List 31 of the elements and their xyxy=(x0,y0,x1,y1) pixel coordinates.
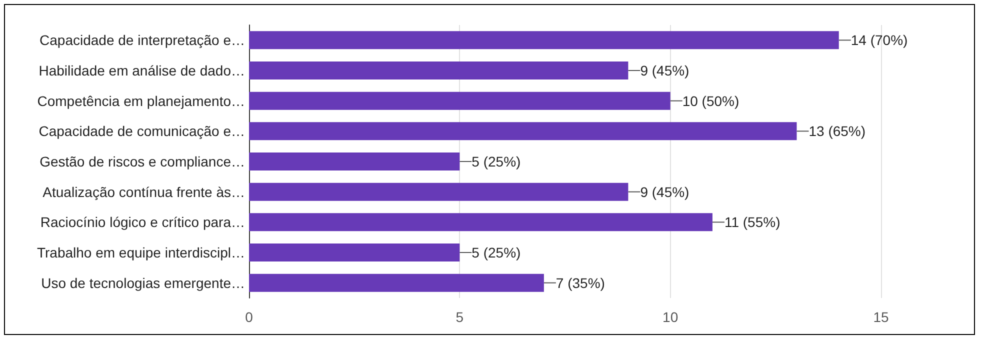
bar xyxy=(249,152,460,170)
y-tick-label: Capacidade de interpretação e… xyxy=(40,32,245,48)
bar xyxy=(249,274,544,292)
bar xyxy=(249,62,628,80)
y-tick-label: Trabalho em equipe interdiscipl… xyxy=(36,244,245,260)
bar xyxy=(249,244,460,262)
data-label: 13 (65%) xyxy=(808,123,866,140)
y-tick-label: Capacidade de comunicação e… xyxy=(38,123,245,140)
x-tick-label: 5 xyxy=(456,309,464,325)
data-label: 14 (70%) xyxy=(850,32,908,48)
y-tick-label: Raciocínio lógico e crítico para… xyxy=(40,214,245,230)
data-label: 5 (25%) xyxy=(472,154,521,170)
data-label: 5 (25%) xyxy=(472,244,521,260)
data-label: 7 (35%) xyxy=(556,274,605,291)
data-label: 10 (50%) xyxy=(682,92,740,109)
y-tick-label: Competência em planejamento… xyxy=(37,92,245,109)
x-tick-label: 0 xyxy=(245,309,254,325)
bar xyxy=(249,122,797,140)
data-label: 9 (45%) xyxy=(640,184,690,200)
y-tick-label: Uso de tecnologias emergente… xyxy=(41,274,245,291)
bar xyxy=(249,92,670,110)
data-label: 11 (55%) xyxy=(724,214,780,230)
x-tick-label: 15 xyxy=(873,309,889,325)
bar xyxy=(249,31,839,50)
data-label: 9 (45%) xyxy=(640,62,690,78)
bar xyxy=(249,213,712,232)
y-tick-label: Habilidade em análise de dado… xyxy=(38,62,245,78)
y-tick-label: Atualização contínua frente às… xyxy=(42,184,245,200)
x-tick-label: 10 xyxy=(662,309,678,325)
y-tick-label: Gestão de riscos e compliance… xyxy=(40,154,245,170)
bar xyxy=(249,182,628,201)
